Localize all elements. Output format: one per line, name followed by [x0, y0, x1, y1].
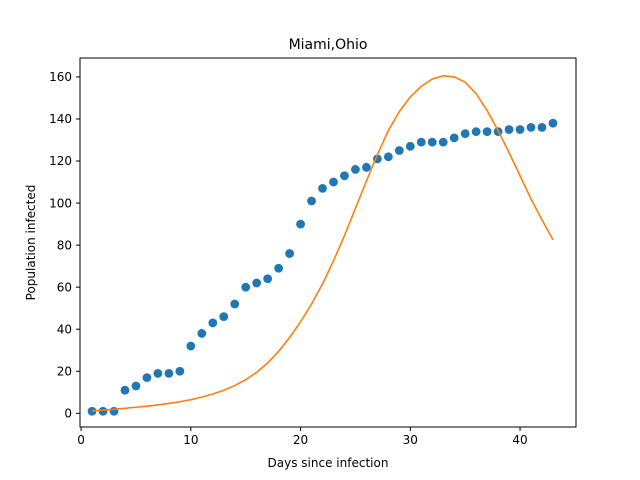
data-point — [383, 152, 393, 162]
data-point — [87, 406, 97, 416]
data-point — [241, 282, 251, 292]
data-point — [98, 406, 108, 416]
data-point — [438, 137, 448, 147]
data-point — [351, 165, 360, 174]
data-point — [460, 129, 470, 139]
y-axis-label: Population infected — [24, 185, 38, 301]
data-point — [471, 127, 481, 136]
data-point — [186, 341, 196, 351]
y-tick-label: 160 — [49, 70, 72, 84]
y-tick-label: 80 — [57, 238, 72, 252]
x-axis-label: Days since infection — [268, 456, 389, 470]
data-point — [263, 274, 273, 284]
x-tick-label: 20 — [293, 433, 308, 447]
data-point — [362, 162, 371, 172]
chart-title: Miami,Ohio — [289, 37, 368, 53]
y-tick-label: 120 — [49, 154, 72, 168]
data-point — [526, 122, 536, 132]
data-point — [142, 373, 152, 382]
data-point — [285, 249, 294, 258]
data-point — [307, 196, 316, 206]
data-point — [394, 146, 404, 155]
data-point — [175, 366, 185, 376]
data-point — [515, 125, 525, 134]
y-tick-label: 20 — [57, 364, 72, 378]
data-point — [504, 125, 514, 134]
data-point — [252, 278, 262, 288]
x-tick-label: 40 — [512, 433, 527, 447]
data-point — [548, 118, 558, 128]
data-point — [230, 299, 240, 309]
y-axis: 0 20 40 60 80 100 120 140 160 — [49, 70, 80, 421]
data-point — [416, 137, 426, 147]
x-tick-label: 30 — [403, 433, 418, 447]
data-point — [405, 141, 415, 151]
data-point — [164, 368, 174, 378]
data-point — [449, 133, 459, 143]
data-point — [197, 329, 207, 338]
series-layer — [87, 75, 558, 416]
data-point — [153, 368, 163, 378]
plot-area — [80, 58, 576, 427]
y-tick-label: 40 — [57, 322, 72, 336]
data-point — [120, 385, 130, 395]
data-point — [219, 312, 229, 322]
data-point — [208, 318, 218, 328]
model-curve-line — [92, 75, 554, 412]
data-point — [537, 122, 547, 132]
y-tick-label: 100 — [49, 196, 72, 210]
data-point — [340, 171, 349, 181]
data-point — [318, 183, 327, 193]
y-tick-label: 0 — [64, 407, 72, 421]
x-tick-label: 0 — [77, 433, 85, 447]
x-axis: 0 10 20 30 40 — [77, 427, 528, 447]
data-point — [296, 219, 305, 229]
y-tick-label: 60 — [57, 280, 72, 294]
data-point — [109, 406, 119, 416]
y-tick-label: 140 — [49, 112, 72, 126]
x-tick-label: 10 — [183, 433, 198, 447]
data-point — [274, 263, 284, 273]
plot-frame — [79, 57, 577, 428]
data-point — [482, 127, 492, 136]
data-point — [131, 381, 141, 391]
data-point — [427, 137, 437, 147]
data-point — [329, 177, 338, 187]
